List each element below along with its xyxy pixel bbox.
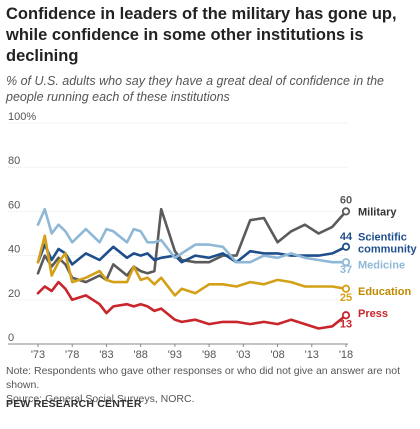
end-value-label: 60 xyxy=(340,194,352,206)
series-name-line: Medicine xyxy=(358,259,405,271)
end-value-label: 37 xyxy=(340,264,352,276)
chart-title: Confidence in leaders of the military ha… xyxy=(6,5,397,65)
series-line-scientific-community xyxy=(36,243,348,266)
x-tick-label: '88 xyxy=(133,349,147,360)
y-tick-label: 20 xyxy=(8,288,20,300)
x-tick-label: '08 xyxy=(270,349,284,360)
y-tick-label: 40 xyxy=(8,244,20,256)
x-tick-label: '73 xyxy=(31,349,45,360)
end-point-press xyxy=(341,311,351,320)
series-labels: 60 44 37 25 13 Military Scientific community Med… xyxy=(340,194,418,330)
series-name-label: Press xyxy=(358,308,388,320)
series-name-label: Education xyxy=(358,286,411,298)
gridlines xyxy=(8,122,348,345)
end-point-education xyxy=(341,284,351,293)
x-tick-label: '98 xyxy=(202,349,216,360)
series-name-line: Education xyxy=(358,286,411,298)
end-point-military xyxy=(341,207,351,216)
note-text: Note: Respondents who gave other respons… xyxy=(6,365,400,391)
axis-ticks: 0 20 40 60 80 100% '73 '78 '83 '88 '93 '98 '03 '08 '13… xyxy=(8,111,353,360)
series-line-press xyxy=(36,280,348,330)
series-name-label: Military xyxy=(358,206,397,218)
series-name-label: Medicine xyxy=(358,259,405,271)
y-tick-label: 60 xyxy=(8,199,20,211)
x-tick-label: '93 xyxy=(168,349,182,360)
brand-footer: PEW RESEARCH CENTER xyxy=(6,398,142,410)
line-chart: 0 20 40 60 80 100% '73 '78 '83 '88 '93 '98 '03 '08 '13… xyxy=(8,111,418,360)
series-name-line: Scientific xyxy=(358,231,407,243)
y-tick-label: 100% xyxy=(8,111,36,123)
series-lines xyxy=(36,207,351,330)
series-name-line: community xyxy=(358,243,418,255)
series-name-label: Scientific community xyxy=(358,231,418,255)
end-point-medicine xyxy=(341,258,351,267)
y-tick-label: 0 xyxy=(8,332,14,344)
chart-subtitle: % of U.S. adults who say they have a gre… xyxy=(6,74,385,104)
x-tick-label: '13 xyxy=(305,349,319,360)
series-name-line: Press xyxy=(358,308,388,320)
chart-notes: Note: Respondents who gave other respons… xyxy=(6,364,414,406)
series-line-education xyxy=(36,234,348,297)
series-name-line: Military xyxy=(358,206,397,218)
y-tick-label: 80 xyxy=(8,155,20,167)
x-tick-label: '03 xyxy=(236,349,250,360)
end-value-label: 25 xyxy=(340,292,352,304)
x-tick-label: '18 xyxy=(339,349,353,360)
end-point-scientific-community xyxy=(341,242,351,251)
end-value-label: 13 xyxy=(340,318,352,330)
x-tick-label: '78 xyxy=(65,349,79,360)
source-text: Source: General Social Surveys, NORC. xyxy=(6,393,195,405)
x-tick-label: '83 xyxy=(99,349,113,360)
series-line-medicine xyxy=(36,207,348,264)
end-value-label: 44 xyxy=(340,231,353,243)
